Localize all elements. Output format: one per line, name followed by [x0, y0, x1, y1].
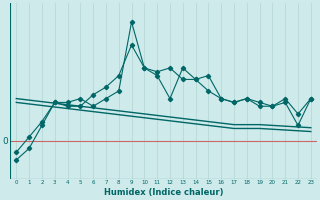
- X-axis label: Humidex (Indice chaleur): Humidex (Indice chaleur): [104, 188, 223, 197]
